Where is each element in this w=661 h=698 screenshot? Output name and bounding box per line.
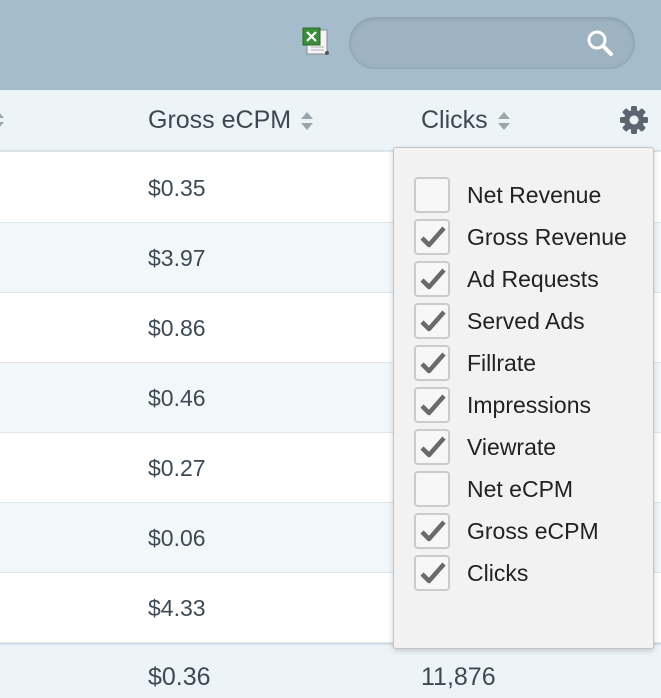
checkbox[interactable]	[414, 387, 450, 423]
column-header-clicks[interactable]: Clicks	[421, 106, 511, 135]
total-gross-ecpm: $0.36	[148, 663, 211, 691]
checkmark-icon	[420, 310, 446, 332]
column-option-net-ecpm[interactable]: Net eCPM	[414, 471, 573, 507]
checkmark-icon	[420, 394, 446, 416]
toolbar	[0, 0, 661, 90]
checkmark-icon	[420, 226, 446, 248]
totals-row: $0.36 11,876	[0, 643, 661, 698]
column-option-ad-requests[interactable]: Ad Requests	[414, 261, 599, 297]
checkbox[interactable]	[414, 177, 450, 213]
gross-ecpm-cell: $0.86	[148, 315, 206, 341]
gross-ecpm-cell: $0.46	[148, 385, 206, 411]
column-option-viewrate[interactable]: Viewrate	[414, 429, 556, 465]
checkmark-icon	[420, 352, 446, 374]
column-option-clicks[interactable]: Clicks	[414, 555, 528, 591]
gear-icon[interactable]	[619, 105, 649, 135]
column-header-gross-ecpm[interactable]: Gross eCPM	[148, 106, 314, 135]
column-chooser-menu: Net Revenue Gross Revenue Ad Requests Se…	[393, 147, 654, 649]
search-input[interactable]	[368, 30, 588, 58]
column-option-label: Gross eCPM	[467, 517, 599, 544]
checkmark-icon	[420, 436, 446, 458]
gross-ecpm-cell: $0.27	[148, 455, 206, 481]
checkbox[interactable]	[414, 345, 450, 381]
column-option-label: Net eCPM	[467, 475, 574, 502]
gross-ecpm-cell: $3.97	[148, 245, 206, 271]
column-option-label: Ad Requests	[467, 265, 599, 292]
checkbox[interactable]	[414, 471, 450, 507]
checkbox[interactable]	[414, 303, 450, 339]
sort-icon[interactable]	[497, 110, 511, 132]
search-icon[interactable]	[585, 28, 615, 58]
column-option-label: Gross Revenue	[467, 223, 627, 250]
gross-ecpm-cell: $0.06	[148, 525, 206, 551]
column-option-label: Clicks	[467, 559, 529, 586]
checkbox[interactable]	[414, 219, 450, 255]
checkbox[interactable]	[414, 261, 450, 297]
search-box	[349, 17, 635, 69]
column-option-gross-revenue[interactable]: Gross Revenue	[414, 219, 627, 255]
column-option-gross-ecpm[interactable]: Gross eCPM	[414, 513, 599, 549]
checkbox[interactable]	[414, 429, 450, 465]
total-clicks: 11,876	[421, 663, 496, 691]
column-option-net-revenue[interactable]: Net Revenue	[414, 177, 601, 213]
column-option-fillrate[interactable]: Fillrate	[414, 345, 536, 381]
checkmark-icon	[420, 562, 446, 584]
column-header-label: Gross eCPM	[148, 106, 292, 134]
checkmark-icon	[420, 268, 446, 290]
column-option-label: Viewrate	[467, 433, 557, 460]
column-option-label: Impressions	[467, 391, 591, 418]
sort-icon[interactable]	[0, 110, 4, 130]
gross-ecpm-cell: $4.33	[148, 595, 206, 621]
checkmark-icon	[420, 520, 446, 542]
column-option-label: Net Revenue	[467, 181, 602, 208]
table-header: Gross eCPM Clicks	[0, 90, 661, 152]
checkbox[interactable]	[414, 513, 450, 549]
column-option-label: Served Ads	[467, 307, 585, 334]
column-option-served-ads[interactable]: Served Ads	[414, 303, 585, 339]
column-option-label: Fillrate	[467, 349, 537, 376]
column-header-label: Clicks	[421, 106, 488, 134]
excel-export-icon[interactable]	[302, 26, 332, 58]
sort-icon[interactable]	[300, 110, 314, 132]
column-option-impressions[interactable]: Impressions	[414, 387, 591, 423]
checkbox[interactable]	[414, 555, 450, 591]
gross-ecpm-cell: $0.35	[148, 175, 206, 201]
